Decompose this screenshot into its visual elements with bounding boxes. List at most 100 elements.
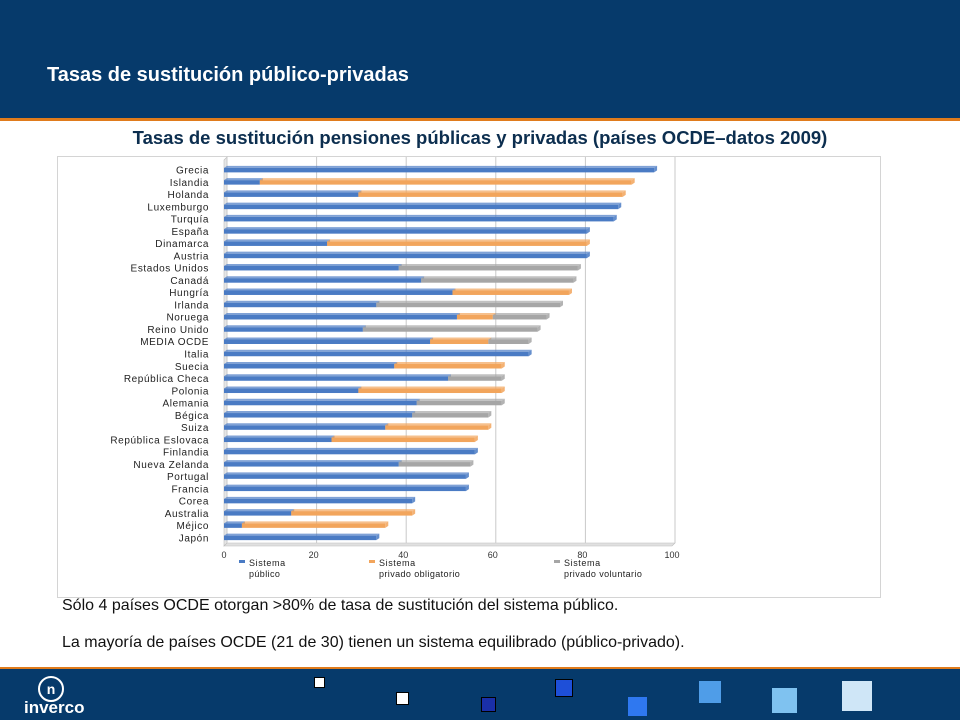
inverco-logo-text: inverco: [24, 698, 85, 717]
bar: [224, 339, 431, 344]
category-label: Islandia: [170, 178, 209, 189]
bar: [385, 425, 489, 430]
bar-end: [501, 374, 505, 381]
bar-top: [331, 435, 478, 438]
bar-end: [560, 300, 563, 308]
bar-end: [528, 337, 532, 344]
bar-top: [224, 533, 380, 536]
legend-label: privado obligatorio: [379, 569, 460, 579]
note-1: Sólo 4 países OCDE otorgan >80% de tasa …: [62, 597, 619, 614]
category-label: Francia: [171, 484, 209, 495]
category-label: Polonia: [171, 386, 209, 397]
legend-label: público: [249, 569, 280, 579]
bar-top: [224, 312, 460, 315]
header-divider: [0, 118, 960, 121]
legend-label: privado voluntario: [564, 569, 642, 579]
bar-end: [573, 276, 577, 283]
bar-end: [654, 165, 658, 173]
category-label: República Eslovaca: [110, 435, 209, 446]
bar: [224, 167, 655, 173]
x-tick-label: 100: [664, 550, 679, 560]
legend-label: Sistema: [379, 558, 416, 568]
bar-top: [224, 386, 362, 389]
bar: [224, 400, 417, 406]
bar: [362, 327, 538, 332]
bar-top: [456, 312, 496, 315]
decor-square-3: [481, 697, 496, 712]
bar-top: [224, 325, 366, 328]
category-label: República Checa: [124, 374, 209, 385]
bar: [224, 302, 377, 308]
bar: [452, 290, 569, 295]
bar-end: [586, 239, 590, 246]
bar: [224, 376, 448, 381]
bar: [394, 364, 502, 369]
bar-end: [465, 472, 469, 479]
bar: [224, 278, 422, 283]
bar-top: [224, 239, 331, 242]
bar-top: [224, 300, 380, 303]
bar-top: [488, 337, 532, 340]
bar: [224, 364, 395, 369]
bar-end: [488, 423, 492, 430]
bar-top: [224, 214, 617, 217]
bar-top: [224, 337, 434, 340]
bar-top: [416, 398, 505, 401]
x-tick-label: 0: [221, 550, 226, 560]
bar: [224, 535, 377, 541]
category-label: Austria: [174, 251, 209, 262]
bar-top: [224, 484, 469, 487]
bar: [224, 265, 399, 271]
bar: [376, 302, 560, 308]
bar-top: [398, 460, 474, 463]
x-tick-label: 80: [577, 550, 587, 560]
bar-top: [224, 447, 478, 450]
bar: [224, 498, 413, 504]
bar-top: [224, 165, 658, 168]
bar-end: [412, 509, 416, 516]
bar: [224, 204, 619, 210]
chart-floor: [223, 542, 676, 547]
bar-top: [241, 521, 389, 524]
bar-end: [586, 251, 590, 259]
bar: [224, 462, 399, 467]
bar: [358, 388, 502, 394]
bar: [488, 339, 529, 344]
category-label: Finlandia: [163, 448, 209, 459]
bar: [492, 314, 547, 320]
legend-swatch: [239, 560, 245, 563]
bar-end: [376, 533, 380, 541]
bar-top: [448, 374, 505, 377]
category-label: Estados Unidos: [131, 264, 209, 275]
category-label: Irlanda: [174, 300, 209, 311]
bar-end: [501, 398, 505, 406]
bar: [224, 413, 413, 418]
bar-end: [577, 263, 581, 271]
x-tick-label: 20: [309, 550, 319, 560]
bar-top: [291, 509, 416, 512]
bar-end: [528, 349, 532, 357]
page-title: Tasas de sustitución público-privadas: [47, 64, 409, 86]
bar-end: [631, 178, 635, 185]
bar: [358, 192, 623, 197]
category-label: Bégica: [175, 411, 209, 422]
category-label: Portugal: [167, 472, 209, 483]
category-label: Canadá: [170, 276, 209, 287]
bar-end: [537, 325, 541, 332]
bar-top: [376, 300, 563, 303]
bar-end: [474, 435, 478, 443]
bar-end: [474, 447, 478, 455]
bar-top: [224, 423, 389, 426]
bar-top: [224, 349, 532, 352]
bar: [224, 253, 587, 259]
bar: [448, 376, 502, 381]
decor-square-1: [314, 677, 325, 688]
bar: [456, 314, 493, 320]
bar-top: [358, 386, 505, 389]
bar-top: [398, 263, 581, 266]
category-label: Reino Unido: [147, 325, 209, 336]
category-label: Holanda: [168, 190, 209, 201]
bar: [398, 462, 471, 467]
bar-top: [385, 423, 492, 426]
bar: [398, 265, 578, 271]
